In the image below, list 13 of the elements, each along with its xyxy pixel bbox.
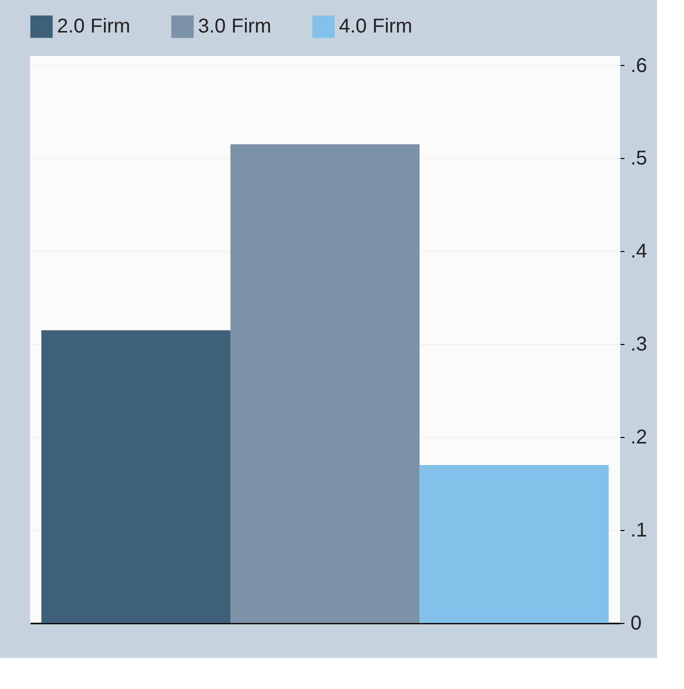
y-tick-label: .3 — [630, 334, 648, 356]
y-tick-label: 0 — [630, 612, 642, 634]
y-tick-label: .5 — [630, 148, 648, 170]
y-tick-label: .4 — [630, 240, 648, 263]
bar — [230, 144, 420, 623]
y-tick-label: .2 — [630, 426, 648, 449]
y-tick-label: .6 — [630, 54, 648, 77]
legend-label: 4.0 Firm — [339, 16, 412, 38]
legend-label: 3.0 Firm — [198, 16, 272, 38]
bar — [420, 464, 609, 623]
y-tick-label: .1 — [630, 520, 648, 542]
bar — [41, 330, 230, 623]
legend-label: 2.0 Firm — [57, 16, 130, 38]
